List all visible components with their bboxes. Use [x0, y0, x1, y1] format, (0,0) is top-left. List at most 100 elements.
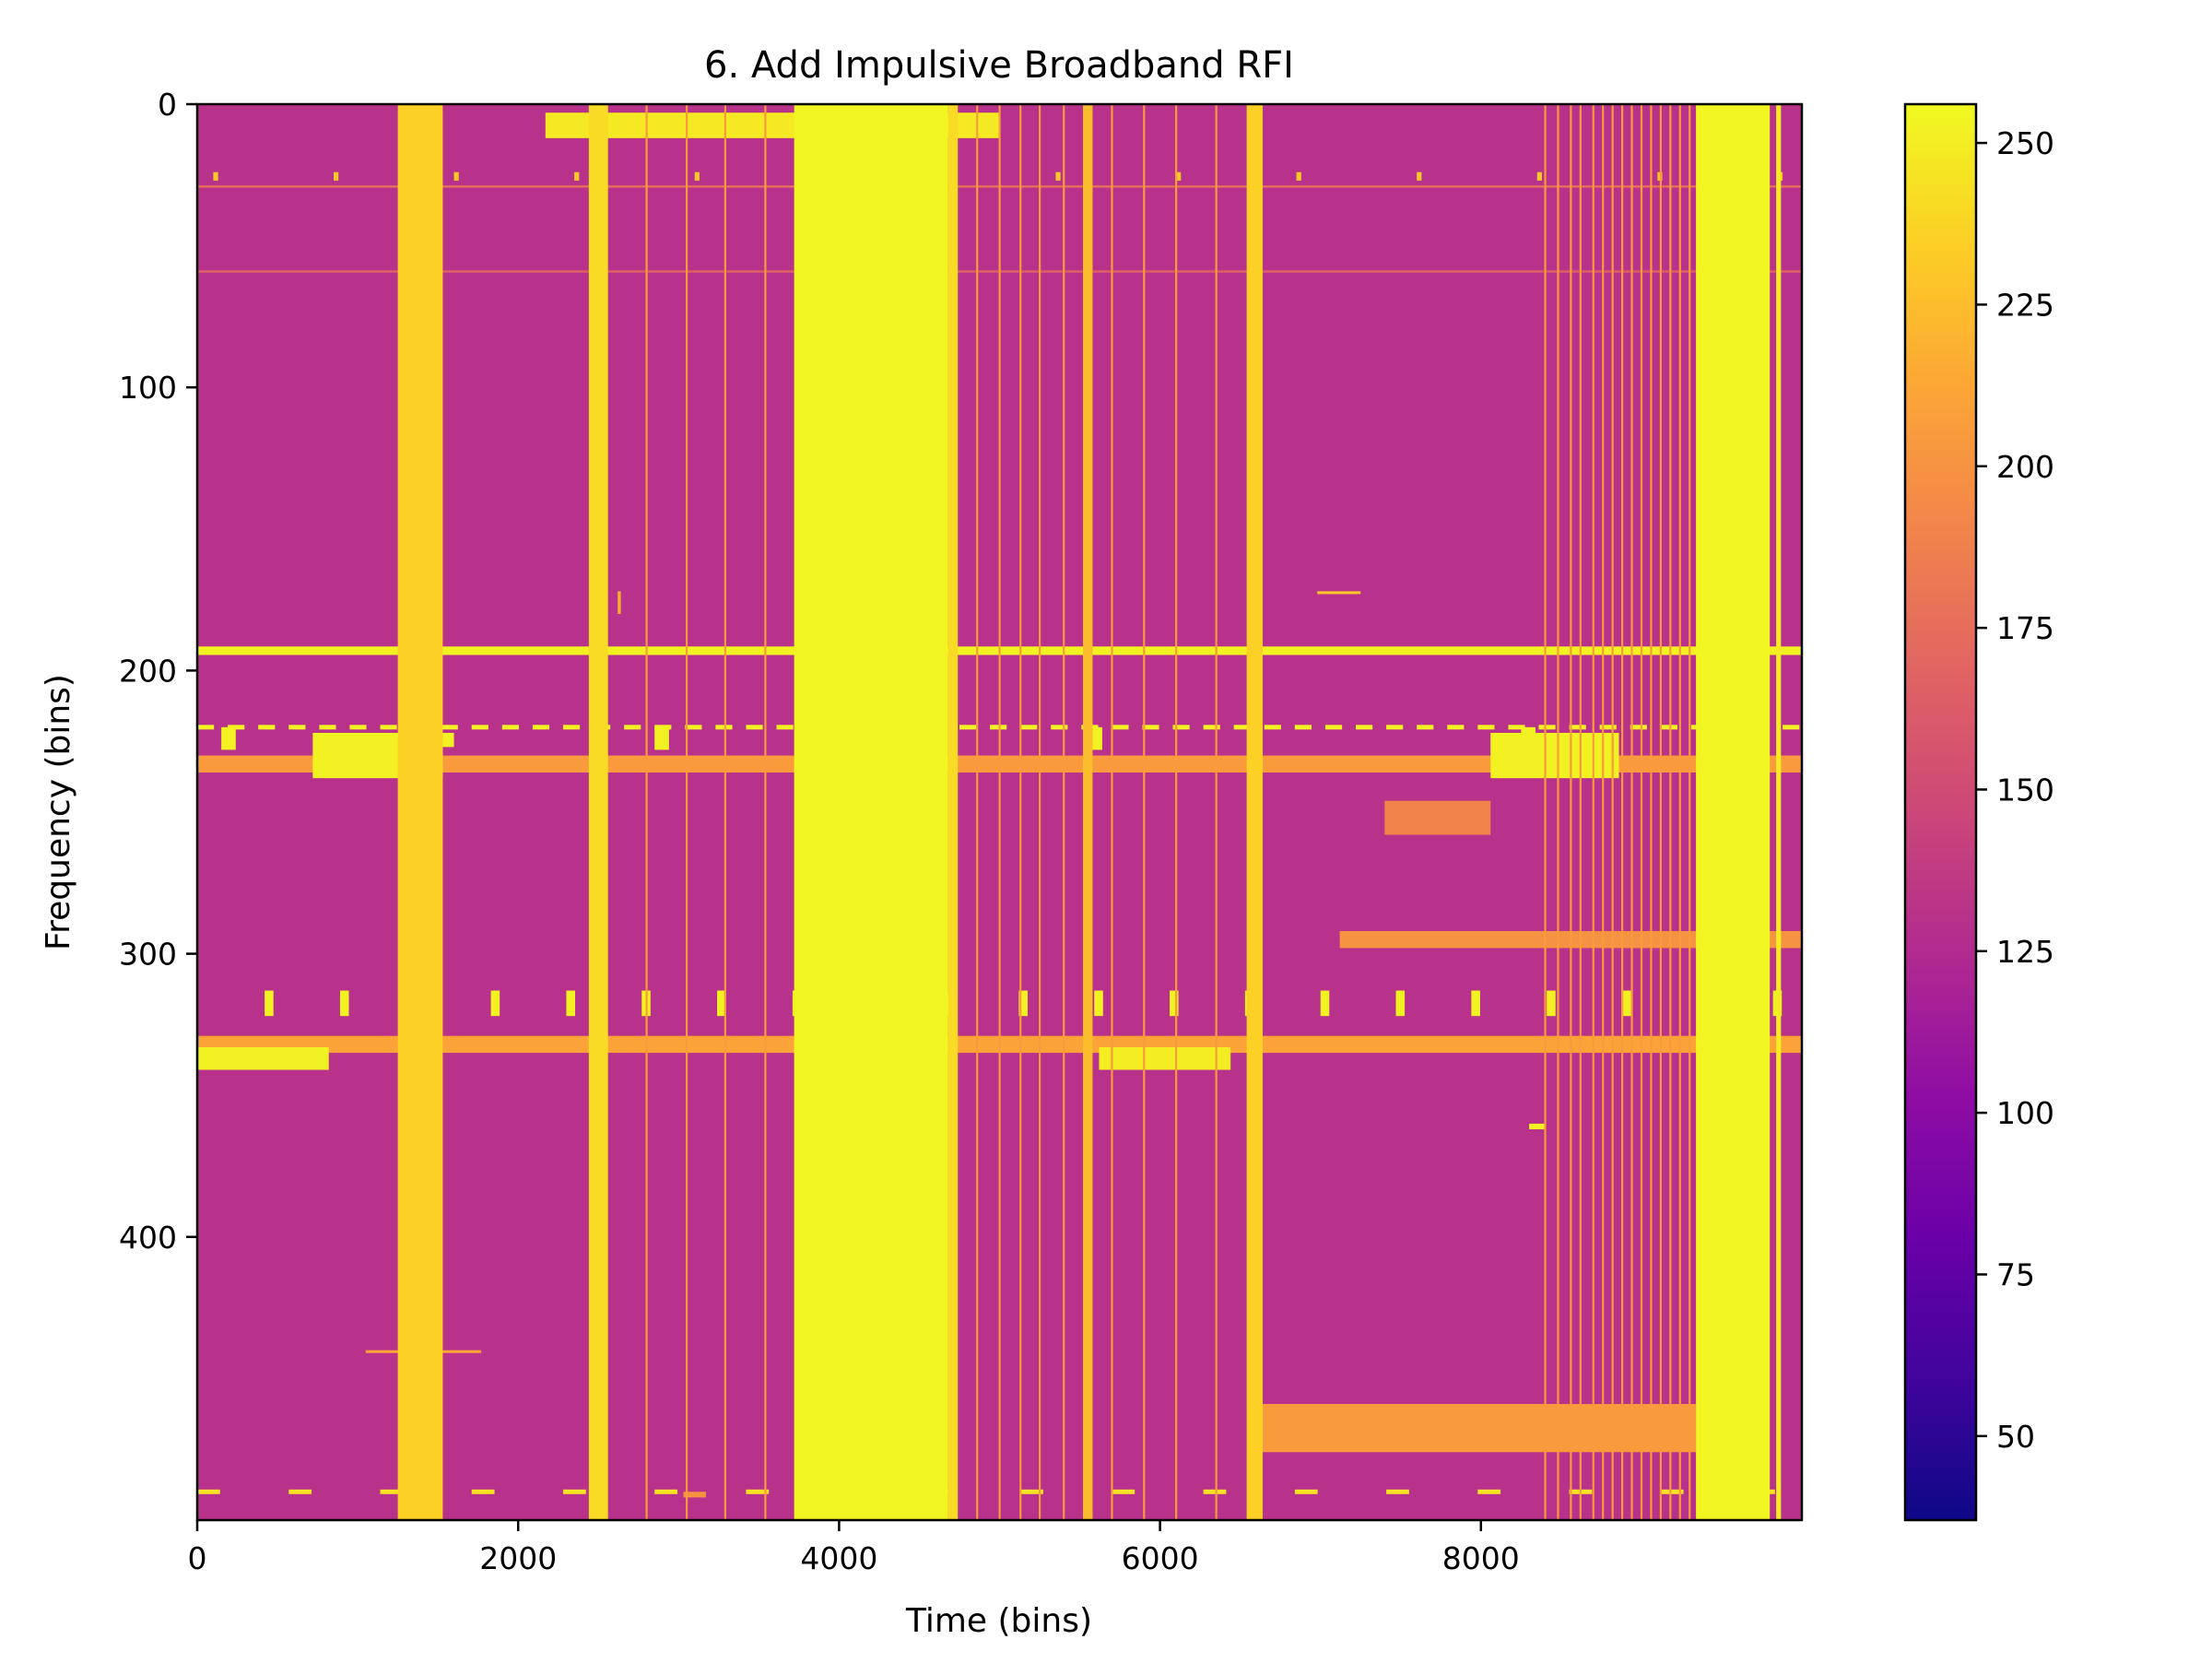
- colorbar-tick-label: 150: [1996, 772, 2054, 808]
- colorbar-tick-label: 250: [1996, 125, 2054, 161]
- dashed-line-segment: [685, 725, 702, 730]
- dashed-line-segment: [349, 725, 367, 730]
- periodic-pulse: [1547, 990, 1556, 1017]
- periodic-pulse: [1170, 990, 1179, 1017]
- thin-impulse: [1039, 104, 1041, 1520]
- rfi-burst: [1263, 1404, 1697, 1453]
- dashed-line-segment: [746, 725, 763, 730]
- periodic-pulse: [1395, 990, 1406, 1017]
- broadband-impulse: [1696, 104, 1771, 1520]
- dashed-line-segment: [288, 1489, 312, 1494]
- periodic-pulse: [717, 990, 726, 1017]
- dashed-line-segment: [1324, 725, 1343, 730]
- thin-impulse: [1557, 104, 1559, 1520]
- y-tick-label: 0: [158, 87, 177, 123]
- thin-impulse: [1678, 104, 1681, 1520]
- colorbar-gradient: [1905, 104, 1976, 1520]
- periodic-pulse: [221, 726, 236, 750]
- dashed-line-segment: [319, 725, 336, 730]
- x-tick-label: 0: [188, 1540, 207, 1576]
- periodic-pulse: [1320, 990, 1330, 1017]
- x-tick-label: 2000: [479, 1540, 557, 1576]
- periodic-pulse: [1018, 990, 1028, 1017]
- dashed-line-segment: [959, 725, 977, 730]
- thin-impulse: [1544, 104, 1547, 1520]
- x-axis-label: Time (bins): [905, 1602, 1092, 1640]
- periodic-pulse: [1622, 990, 1631, 1017]
- rfi-burst: [683, 1492, 706, 1498]
- dashed-line-segment: [1203, 1489, 1227, 1494]
- thin-impulse: [1143, 104, 1146, 1520]
- dashed-line-segment: [776, 725, 794, 730]
- dashed-line-segment: [501, 725, 519, 730]
- thin-impulse: [724, 104, 726, 1520]
- broadband-impulse: [397, 104, 443, 1520]
- periodic-pulse: [1417, 171, 1422, 181]
- dashed-line-segment: [1386, 725, 1404, 730]
- periodic-pulse: [265, 990, 274, 1017]
- thin-impulse: [1650, 104, 1653, 1520]
- colorbar-tick-label: 100: [1996, 1095, 2054, 1131]
- rfi-burst: [442, 732, 454, 748]
- dashed-line-segment: [532, 725, 550, 730]
- dashed-line-segment: [471, 725, 488, 730]
- dashed-line-segment: [1660, 1489, 1684, 1494]
- dashed-line-segment: [1569, 725, 1586, 730]
- x-axis: 0 2000 4000 6000 8000: [188, 1520, 1520, 1576]
- periodic-pulse: [1094, 990, 1103, 1017]
- thin-impulse: [1669, 104, 1672, 1520]
- thin-impulse: [1579, 104, 1582, 1520]
- colorbar: 50 75 100 125 150 175 200 225 250: [1903, 102, 2054, 1522]
- dashed-line-segment: [1447, 725, 1465, 730]
- dashed-line-segment: [1630, 725, 1647, 730]
- thin-impulse: [976, 104, 979, 1520]
- thin-impulse: [1215, 104, 1218, 1520]
- thin-impulse: [1630, 104, 1633, 1520]
- y-tick-label: 200: [119, 653, 177, 689]
- periodic-pulse: [213, 171, 218, 181]
- broadband-impulse: [1083, 104, 1093, 1520]
- thin-impulse: [645, 104, 648, 1520]
- dashed-line-segment: [1386, 1489, 1409, 1494]
- dashed-line-segment: [1112, 1489, 1135, 1494]
- dashed-line-segment: [1264, 725, 1281, 730]
- y-axis-label: Frequency (bins): [40, 674, 77, 950]
- periodic-pulse: [566, 990, 576, 1017]
- dashed-line-segment: [1417, 725, 1434, 730]
- y-tick-label: 100: [119, 370, 177, 406]
- thin-impulse: [1640, 104, 1643, 1520]
- dashed-line-segment: [624, 725, 641, 730]
- periodic-pulse: [574, 171, 580, 181]
- thin-impulse: [1063, 104, 1065, 1520]
- dashed-line-segment: [654, 1489, 677, 1494]
- broadband-impulse: [794, 104, 948, 1520]
- dashed-line-segment: [1783, 725, 1800, 730]
- chart-title: 6. Add Impulsive Broadband RFI: [704, 44, 1294, 87]
- dashed-line-segment: [197, 1489, 220, 1494]
- broadband-impulse: [1776, 104, 1782, 1520]
- thin-impulse: [1621, 104, 1624, 1520]
- dashed-line-segment: [1599, 725, 1617, 730]
- dashed-line-segment: [258, 725, 276, 730]
- periodic-pulse: [453, 171, 459, 181]
- thin-impulse: [1111, 104, 1113, 1520]
- broadband-impulse: [1246, 104, 1264, 1520]
- thin-impulse: [1659, 104, 1662, 1520]
- broadband-impulse: [947, 104, 959, 1520]
- dashed-line-segment: [1020, 725, 1038, 730]
- dashed-line-segment: [1508, 725, 1525, 730]
- thin-impulse: [686, 104, 688, 1520]
- periodic-pulse: [339, 990, 349, 1017]
- periodic-pulse: [654, 726, 669, 750]
- dashed-line-segment: [1172, 725, 1190, 730]
- colorbar-frame: [1903, 102, 1978, 1522]
- dashed-line-segment: [228, 725, 245, 730]
- periodic-pulse: [1536, 171, 1542, 181]
- dashed-line-segment: [1233, 725, 1251, 730]
- dashed-line-segment: [380, 725, 397, 730]
- dashed-line-segment: [715, 725, 733, 730]
- thin-impulse: [764, 104, 767, 1520]
- colorbar-tick-label: 225: [1996, 287, 2054, 323]
- rfi-burst: [1529, 1123, 1546, 1130]
- dashed-line-segment: [380, 1489, 404, 1494]
